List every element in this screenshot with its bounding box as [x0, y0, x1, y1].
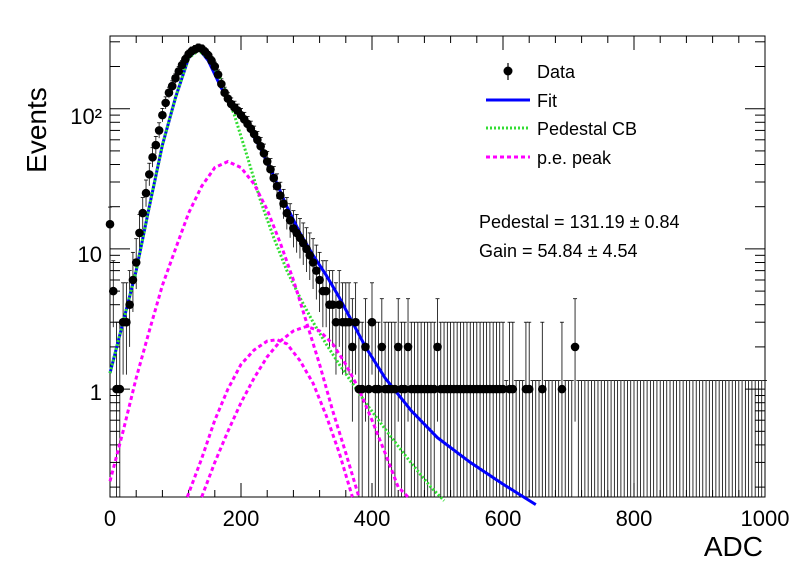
- data-point: [148, 153, 157, 162]
- data-point: [377, 342, 387, 352]
- data-point: [570, 342, 580, 352]
- data-point: [393, 342, 403, 352]
- x-tick-label: 600: [485, 506, 522, 531]
- data-point: [557, 384, 567, 394]
- data-point: [433, 342, 442, 352]
- x-tick-label: 200: [223, 506, 260, 531]
- data-point: [351, 317, 360, 327]
- x-tick-label: 400: [354, 506, 391, 531]
- x-tick-label: 0: [104, 506, 116, 531]
- data-point: [145, 170, 154, 179]
- data-point: [125, 300, 134, 309]
- data-point: [262, 157, 272, 166]
- legend-item-pedestal-cb: Pedestal CB: [486, 119, 637, 139]
- legend-label-pe-peak: p.e. peak: [537, 148, 612, 168]
- data-point: [390, 384, 400, 394]
- curve-p-e-peak-3: [200, 324, 410, 499]
- data-point: [367, 317, 377, 327]
- data-point: [210, 62, 220, 71]
- data-point: [344, 317, 354, 327]
- data-point: [256, 141, 265, 151]
- plot-frame: [109, 35, 766, 498]
- pedestal-annotation: Pedestal = 131.19 ± 0.84: [479, 212, 680, 232]
- x-tick-label: 1000: [741, 506, 790, 531]
- x-tick-label: 800: [616, 506, 653, 531]
- data-point: [429, 384, 439, 394]
- data-point: [400, 384, 410, 394]
- data-point: [217, 79, 226, 89]
- legend: Data Fit Pedestal CB p.e. peak: [486, 62, 637, 168]
- data-point: [154, 126, 164, 135]
- data-point: [122, 317, 131, 327]
- curve-p-e-peak-1: [108, 159, 361, 498]
- data-point: [348, 342, 357, 352]
- data-point: [108, 286, 118, 296]
- data-point: [357, 384, 367, 394]
- data-point: [105, 219, 115, 229]
- y-tick-label: 10: [78, 242, 102, 267]
- data-point: [285, 215, 295, 225]
- data-point: [253, 135, 262, 145]
- data-point: [161, 98, 170, 108]
- data-point: [305, 251, 315, 260]
- data-point: [259, 149, 269, 158]
- x-tick-labels: 0 200 400 600 800 1000: [104, 506, 790, 531]
- data-point: [158, 110, 167, 120]
- data-point: [538, 384, 547, 394]
- data-point: [374, 384, 383, 394]
- data-point: [266, 164, 275, 174]
- data-point: [282, 208, 292, 218]
- data-point: [321, 286, 331, 296]
- data-point: [498, 384, 508, 394]
- y-tick-label: 1: [90, 380, 102, 405]
- data-point: [524, 384, 534, 394]
- legend-label-data: Data: [537, 62, 576, 82]
- data-point: [213, 70, 223, 79]
- data-point: [279, 199, 288, 209]
- data-point: [308, 258, 318, 267]
- data-point: [508, 384, 518, 394]
- data-point: [151, 140, 161, 150]
- legend-item-pe-peak: p.e. peak: [486, 148, 612, 168]
- data-point: [334, 300, 344, 309]
- y-tick-labels: 1 10 10²: [70, 104, 102, 405]
- y-axis-label: Events: [21, 87, 52, 173]
- data-point: [269, 173, 279, 183]
- data-point: [403, 342, 413, 352]
- data-point: [141, 188, 151, 198]
- legend-label-pedestal-cb: Pedestal CB: [537, 119, 637, 139]
- x-axis-label: ADC: [704, 531, 763, 562]
- data-point: [167, 81, 177, 91]
- data-point: [138, 208, 148, 218]
- data-point: [315, 275, 324, 285]
- data-point: [272, 181, 282, 191]
- data-point: [364, 384, 374, 394]
- data-point: [171, 73, 180, 83]
- data-point: [302, 244, 311, 254]
- data-point: [331, 317, 341, 327]
- legend-item-fit: Fit: [486, 91, 557, 111]
- data-points: [105, 43, 580, 394]
- y-tick-label: 10²: [70, 104, 102, 129]
- gain-annotation: Gain = 54.84 ± 4.54: [479, 241, 638, 261]
- data-point: [135, 228, 144, 238]
- axis-ticks: [109, 36, 766, 497]
- curve-p-e-peak-2: [185, 338, 354, 498]
- data-point: [276, 191, 285, 200]
- data-point: [361, 342, 370, 352]
- data-point: [131, 258, 141, 267]
- error-bars: [108, 43, 767, 497]
- data-point: [128, 275, 138, 285]
- data-point: [328, 300, 338, 309]
- data-point: [312, 266, 321, 275]
- legend-item-data: Data: [503, 62, 576, 82]
- data-point: [164, 88, 174, 98]
- legend-marker-data: [503, 66, 513, 76]
- legend-label-fit: Fit: [537, 91, 557, 111]
- data-point: [115, 384, 125, 394]
- curve-pedestal-cb: [108, 48, 446, 502]
